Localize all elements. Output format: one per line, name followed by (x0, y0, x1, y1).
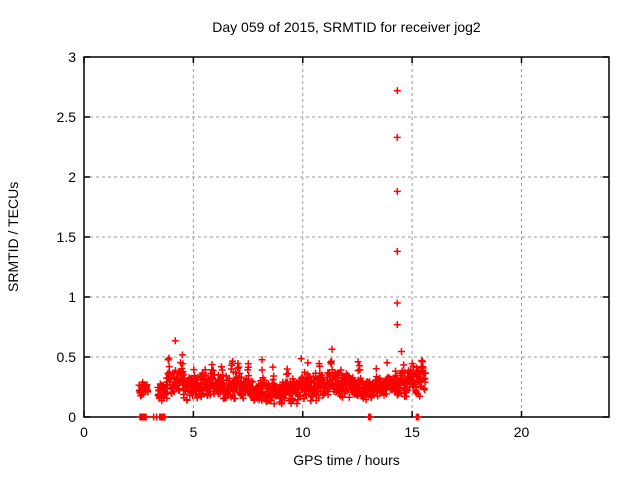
grid-lines (84, 57, 609, 417)
axis-ticks (83, 56, 609, 418)
y-tick-label-1: 1 (68, 289, 76, 305)
y-tick-label-1.5: 1.5 (56, 229, 76, 245)
y-tick-label-0: 0 (68, 409, 76, 425)
y-tick-label-0.5: 0.5 (56, 349, 76, 365)
x-tick-label-20: 20 (513, 424, 530, 440)
x-tick-label-5: 5 (189, 424, 198, 440)
x-tick-label-15: 15 (404, 424, 420, 440)
x-tick-label-0: 0 (80, 424, 88, 440)
y-tick-label-3: 3 (68, 49, 76, 65)
chart-title: Day 059 of 2015, SRMTID for receiver jog… (212, 19, 481, 35)
y-tick-label-2: 2 (68, 169, 76, 185)
x-tick-label-10: 10 (294, 424, 311, 440)
y-axis-title: SRMTID / TECUs (5, 181, 21, 293)
x-axis-title: GPS time / hours (293, 452, 400, 468)
y-tick-label-2.5: 2.5 (56, 109, 76, 125)
scatter-points (135, 87, 429, 421)
